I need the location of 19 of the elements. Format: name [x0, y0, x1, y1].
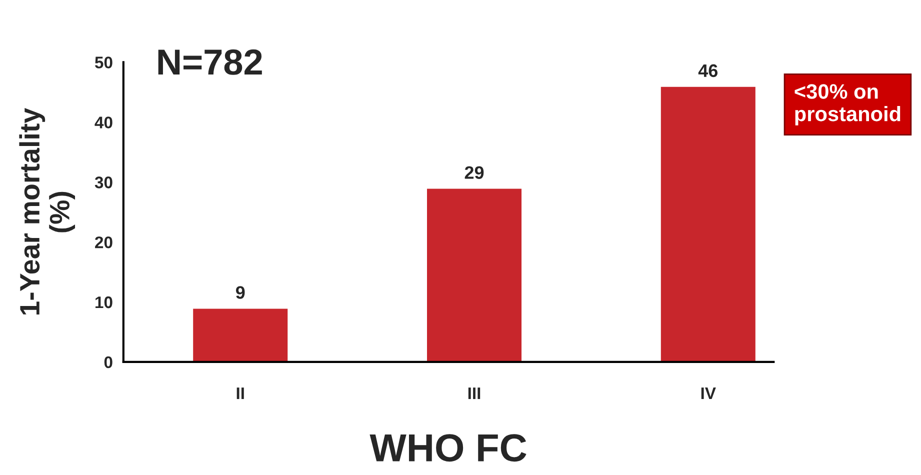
bar [192, 307, 290, 362]
y-tick-label: 10 [96, 296, 112, 308]
text: <30% on prostanoid [794, 84, 900, 126]
x-axis-title: WHO FC [370, 434, 526, 462]
bar [426, 187, 523, 362]
x-tick-label: II [236, 388, 244, 400]
data-label: 29 [464, 166, 484, 179]
annotation: N=782 [158, 49, 262, 75]
y-tick-label: 20 [95, 236, 112, 248]
y-tick-label: 0 [104, 356, 112, 368]
y-tick-label: 30 [94, 176, 112, 188]
x-tick-label: III [468, 388, 480, 400]
x-tick-label: IV [701, 388, 716, 400]
y-axis-title: 1-Year mortality (%) [19, 108, 76, 315]
y-tick-label: 40 [94, 116, 112, 128]
y-tick-label: 50 [94, 56, 112, 68]
bar [660, 86, 757, 362]
data-label: 9 [236, 286, 245, 299]
data-label: 46 [698, 64, 718, 78]
